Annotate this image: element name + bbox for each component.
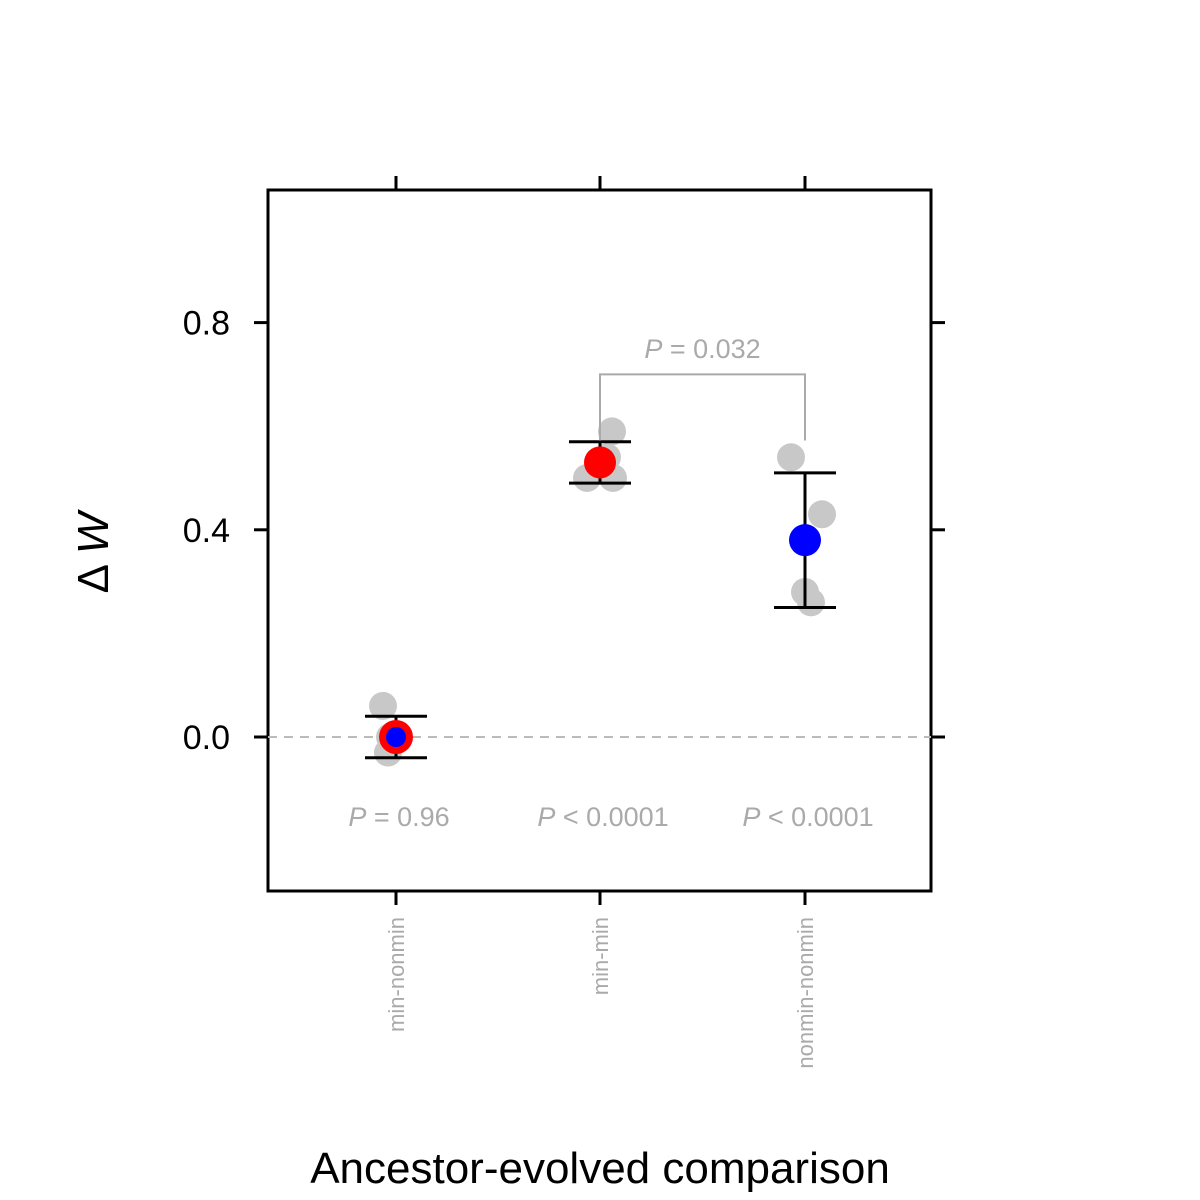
mean-points-layer [379,446,821,754]
replicate-point-nonmin-nonmin [797,588,825,617]
p-value-label-min-min: P < 0.0001 [537,802,668,832]
comparison-bracket [599,373,806,441]
p-value-text: < 0.0001 [760,802,873,832]
replicate-point-nonmin-nonmin [777,443,805,472]
x-axis-label: Ancestor-evolved comparison [310,1144,890,1193]
p-value-text: = 0.96 [366,802,449,832]
mean-point-min-nonmin [386,727,406,747]
error-bars-layer [365,440,836,760]
p-symbol: P [348,802,366,832]
bracket-p-value-label: P = 0.032 [644,334,760,364]
x-tick-label-min-nonmin: min-nonmin [384,917,409,1032]
p-symbol: P [537,802,555,832]
y-tick-label: 0.0 [183,719,230,757]
replicate-point-nonmin-nonmin [808,500,836,529]
plot-frame [266,188,933,893]
replicate-point-min-nonmin [369,691,397,720]
p-value-text: < 0.0001 [555,802,668,832]
replicate-point-min-min [598,417,626,446]
mean-point-nonmin-nonmin [789,524,821,557]
x-tick-label-min-min: min-min [588,917,613,995]
p-value-label-min-nonmin: P = 0.96 [348,802,449,832]
p-value-label-nonmin-nonmin: P < 0.0001 [742,802,873,832]
p-value-text: = 0.032 [662,334,760,364]
axis-ticks-layer: 0.0 0.4 0.8 min-nonmin min-min nonmin-nonmin [183,176,945,1069]
y-axis-label-symbol: Δ [69,564,118,593]
y-tick-label: 0.8 [183,305,230,343]
x-tick-label-nonmin-nonmin: nonmin-nonmin [793,917,818,1069]
y-axis-label: Δ W [69,509,118,593]
y-tick-label: 0.4 [183,512,230,550]
p-symbol: P [644,334,662,364]
y-axis-label-variable: W [69,509,118,554]
p-symbol: P [742,802,760,832]
mean-point-min-min [584,446,616,479]
